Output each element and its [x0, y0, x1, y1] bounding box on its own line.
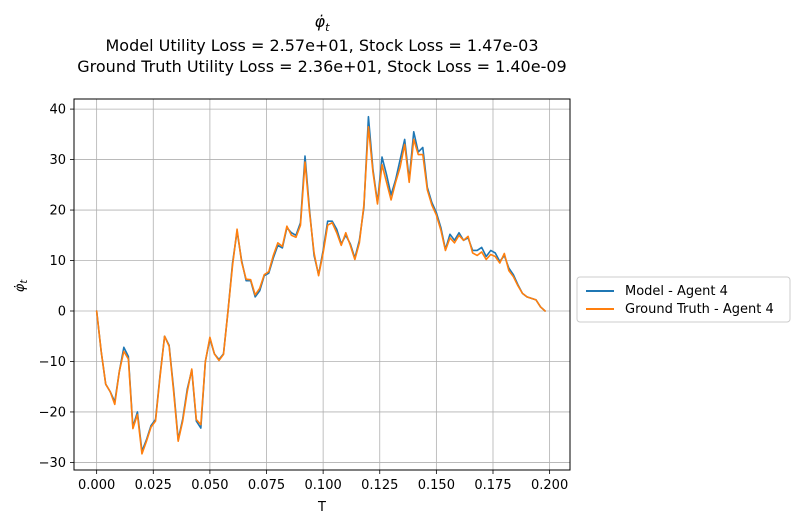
y-tick-label: 30	[49, 153, 66, 168]
x-tick-label: 0.150	[418, 478, 455, 493]
legend-label-model: Model - Agent 4	[625, 284, 728, 299]
ylabel-phi-sub: t	[19, 279, 30, 284]
y-tick-label: −30	[39, 456, 66, 471]
series-lines	[95, 115, 546, 455]
x-tick-label: 0.175	[474, 478, 511, 493]
x-tick-label: 0.025	[135, 478, 172, 493]
x-tick-label: 0.100	[305, 478, 342, 493]
y-tick-label: 20	[49, 204, 66, 219]
plot-frame	[73, 98, 571, 471]
y-tick-label: −10	[39, 355, 66, 370]
x-tick-label: 0.075	[248, 478, 285, 493]
legend-box	[576, 276, 791, 323]
chart-title-line-2: Ground Truth Utility Loss = 2.36e+01, St…	[77, 57, 566, 76]
x-tick-label: 0.050	[191, 478, 228, 493]
plot-area	[74, 99, 570, 470]
chart-title-symbol: φ̇t	[315, 12, 331, 34]
y-axis-ticks: −30 −20 −10 0 10 20 30 40	[39, 103, 74, 471]
series-line-ground-truth	[95, 125, 546, 455]
y-tick-label: 0	[58, 305, 66, 320]
x-axis-ticks: 0.000 0.025 0.050 0.075 0.100 0.125 0.150 0.175…	[78, 470, 568, 493]
chart-title-line-1: Model Utility Loss = 2.57e+01, Stock Los…	[106, 36, 539, 55]
x-tick-label: 0.000	[78, 478, 115, 493]
x-tick-label: 0.125	[361, 478, 398, 493]
y-tick-label: 40	[49, 103, 66, 118]
title-phi-dot: φ̇	[315, 12, 326, 31]
ylabel-phi-dot: φ̇	[13, 283, 28, 292]
x-tick-label: 0.200	[531, 478, 568, 493]
title-phi-sub: t	[325, 21, 330, 34]
x-axis-label: T	[317, 500, 326, 515]
y-axis-label: φ̇t	[13, 279, 30, 293]
y-tick-label: −20	[39, 405, 66, 420]
legend-label-ground-truth: Ground Truth - Agent 4	[625, 302, 774, 317]
y-tick-label: 10	[49, 254, 66, 269]
legend: Model - Agent 4 Ground Truth - Agent 4	[576, 276, 791, 323]
